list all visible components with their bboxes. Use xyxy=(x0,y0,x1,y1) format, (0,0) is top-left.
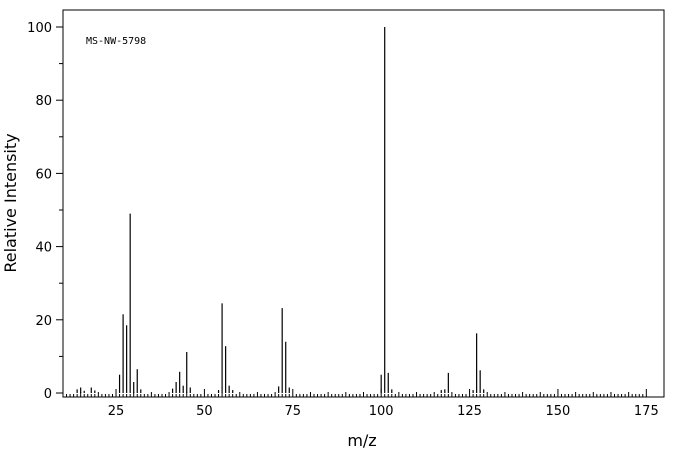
y-axis-label: Relative Intensity xyxy=(1,133,20,272)
axis-ticks xyxy=(56,26,647,397)
y-tick-label: 40 xyxy=(35,241,52,256)
y-tick-label: 80 xyxy=(35,94,52,109)
y-tick-label: 20 xyxy=(35,314,52,329)
x-tick-label: 75 xyxy=(285,404,302,419)
tick-labels: 25 50 75 100 125 150 175 0 20 40 60 80 100 xyxy=(27,21,659,419)
x-tick-label: 50 xyxy=(196,404,213,419)
spectrum-code-label: MS-NW-5798 xyxy=(86,36,146,47)
x-tick-label: 100 xyxy=(369,404,394,419)
x-tick-label: 150 xyxy=(546,404,571,419)
x-tick-label: 175 xyxy=(634,404,659,419)
y-tick-label: 60 xyxy=(35,167,52,182)
y-tick-label: 0 xyxy=(44,387,52,402)
y-tick-label: 100 xyxy=(27,21,52,36)
plot-frame xyxy=(62,9,665,398)
x-axis-label: m/z xyxy=(347,431,376,450)
spectrum-peaks xyxy=(76,27,485,393)
x-tick-label: 25 xyxy=(108,404,125,419)
x-tick-label: 125 xyxy=(457,404,482,419)
